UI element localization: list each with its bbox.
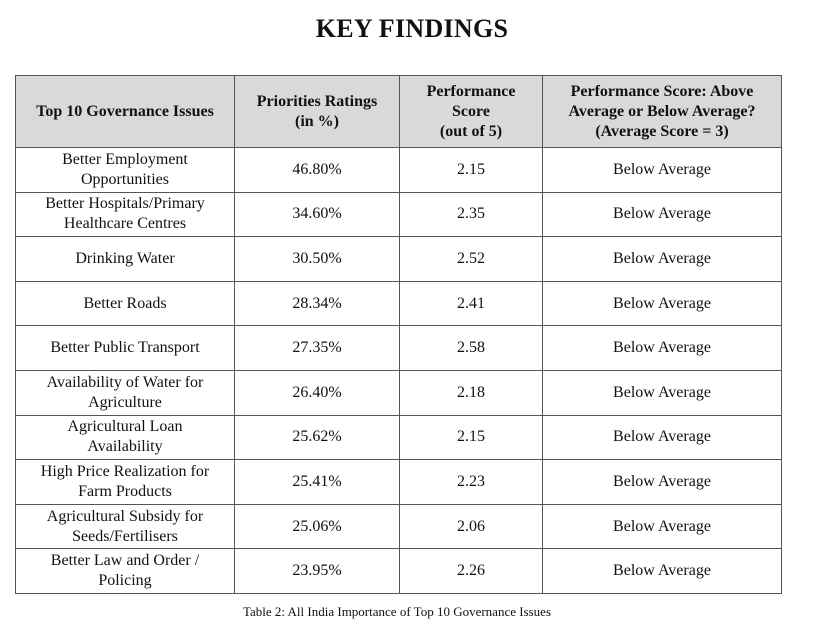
cell-status: Below Average: [542, 280, 782, 327]
table-row: Better Public Transport 27.35% 2.58 Below A…: [15, 325, 782, 371]
table-row: Drinking Water 30.50% 2.52 Below Average: [15, 236, 782, 282]
cell-issue: Availability of Water for Agriculture: [15, 369, 235, 416]
cell-issue: Better Roads: [15, 280, 235, 327]
cell-issue: Better Employment Opportunities: [15, 147, 235, 193]
cell-status: Below Average: [542, 325, 782, 371]
findings-table: Top 10 Governance Issues Priorities Rati…: [15, 75, 782, 594]
cell-score: 2.18: [399, 369, 543, 416]
table-row: Better Employment Opportunities 46.80% 2.15…: [15, 147, 782, 193]
cell-rating: 46.80%: [234, 147, 400, 193]
cell-score: 2.26: [399, 548, 543, 594]
cell-score: 2.15: [399, 414, 543, 461]
cell-rating: 28.34%: [234, 280, 400, 327]
table-row: Better Law and Order / Policing 23.95% 2.26…: [15, 548, 782, 594]
cell-score: 2.52: [399, 236, 543, 282]
cell-rating: 25.62%: [234, 414, 400, 461]
table-row: Better Hospitals/Primary Healthcare Centr…: [15, 191, 782, 238]
cell-score: 2.06: [399, 503, 543, 550]
cell-rating: 34.60%: [234, 191, 400, 238]
table-row: Agricultural Subsidy for Seeds/Fertiliser…: [15, 503, 782, 550]
cell-score: 2.58: [399, 325, 543, 371]
table-header-row: Top 10 Governance Issues Priorities Rati…: [15, 75, 782, 148]
cell-status: Below Average: [542, 191, 782, 238]
page-title: KEY FINDINGS: [315, 14, 509, 43]
table-row: High Price Realization for Farm Products 2…: [15, 459, 782, 505]
header-performance-score: Performance Score (out of 5): [399, 75, 543, 148]
cell-rating: 25.41%: [234, 459, 400, 505]
table-row: Better Roads 28.34% 2.41 Below Average: [15, 280, 782, 327]
cell-issue: Better Hospitals/Primary Healthcare Centr…: [15, 191, 235, 238]
cell-status: Below Average: [542, 147, 782, 193]
cell-status: Below Average: [542, 369, 782, 416]
cell-score: 2.23: [399, 459, 543, 505]
cell-status: Below Average: [542, 459, 782, 505]
cell-issue: Agricultural Loan Availability: [15, 414, 235, 461]
header-above-below-average: Performance Score: Above Average or Belo…: [542, 75, 782, 148]
header-governance-issues: Top 10 Governance Issues: [15, 75, 235, 148]
cell-status: Below Average: [542, 548, 782, 594]
cell-issue: High Price Realization for Farm Products: [15, 459, 235, 505]
table-caption: Table 2: All India Importance of Top 10 …: [242, 604, 552, 619]
cell-status: Below Average: [542, 414, 782, 461]
cell-rating: 27.35%: [234, 325, 400, 371]
cell-rating: 25.06%: [234, 503, 400, 550]
cell-status: Below Average: [542, 503, 782, 550]
cell-score: 2.35: [399, 191, 543, 238]
cell-rating: 23.95%: [234, 548, 400, 594]
header-priorities-ratings: Priorities Ratings (in %): [234, 75, 400, 148]
cell-score: 2.15: [399, 147, 543, 193]
cell-issue: Agricultural Subsidy for Seeds/Fertiliser…: [15, 503, 235, 550]
cell-issue: Drinking Water: [15, 236, 235, 282]
cell-issue: Better Law and Order / Policing: [15, 548, 235, 594]
cell-issue: Better Public Transport: [15, 325, 235, 371]
cell-score: 2.41: [399, 280, 543, 327]
cell-rating: 26.40%: [234, 369, 400, 416]
cell-rating: 30.50%: [234, 236, 400, 282]
table-row: Agricultural Loan Availability 25.62% 2.15 B…: [15, 414, 782, 461]
cell-status: Below Average: [542, 236, 782, 282]
table-row: Availability of Water for Agriculture 26.4…: [15, 369, 782, 416]
